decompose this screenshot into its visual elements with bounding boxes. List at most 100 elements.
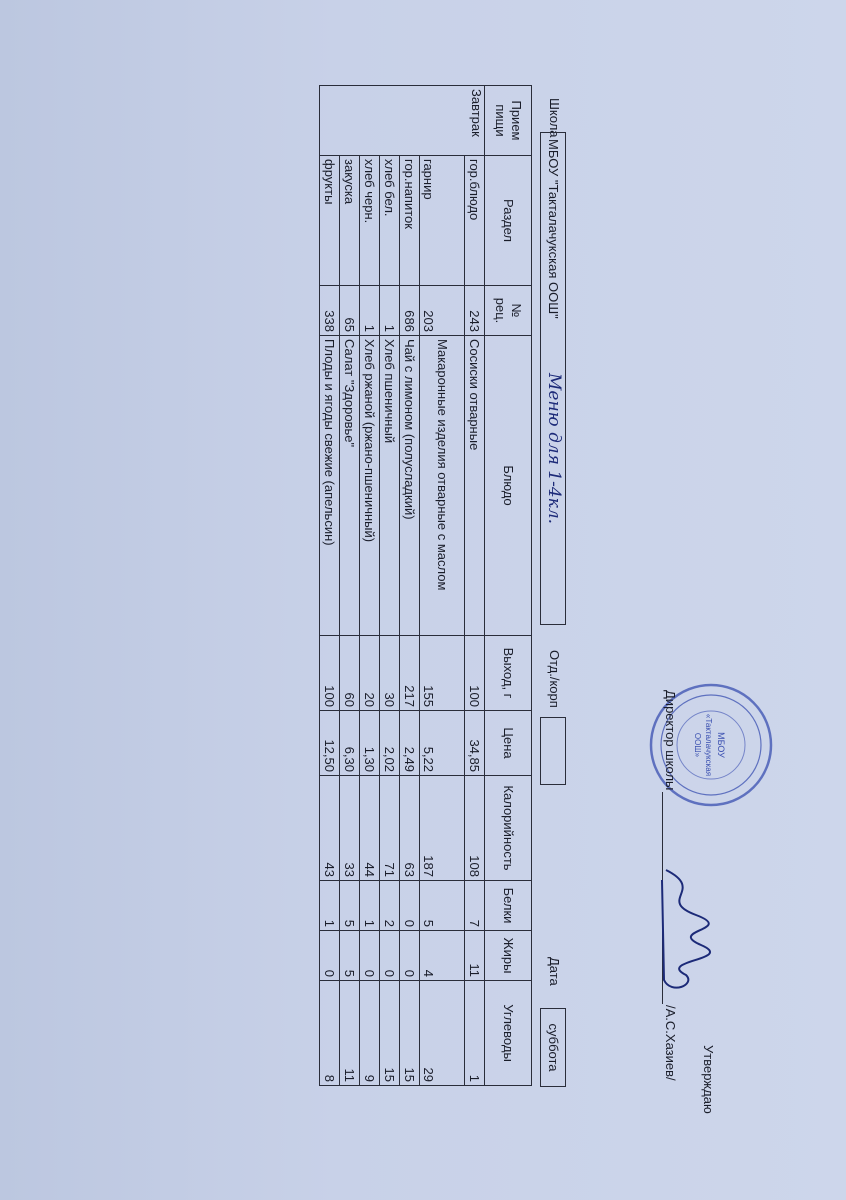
section-cell: гор.блюдо [464, 155, 485, 286]
yield-cell: 100 [464, 635, 485, 711]
column-header-recipe: № рец. [484, 285, 532, 336]
column-header-carbs: Углеводы [484, 980, 532, 1086]
director-signature [661, 869, 711, 989]
section-cell: гарнир [419, 155, 465, 286]
handwritten-title: Меню для 1-4кл. [544, 373, 564, 525]
svg-text:ООШ»: ООШ» [693, 733, 702, 758]
table-row: гарнир 203 Макаронные изделия отварные с м… [419, 86, 465, 1086]
dish-cell: Салат "Здоровье" [339, 335, 360, 636]
calories-cell: 63 [399, 775, 420, 881]
calories-cell: 44 [359, 775, 380, 881]
column-header-meal: Прием пищи [484, 85, 532, 156]
table-row: хлеб черн. 1 Хлеб ржаной (ржано-пшеничный)… [359, 86, 380, 1086]
calories-cell: 33 [339, 775, 360, 881]
menu-table: Прием пищи Раздел № рец. Блюдо Выход, г Цена К… [319, 85, 532, 1086]
section-cell: фрукты [319, 155, 340, 286]
fat-cell: 11 [464, 930, 485, 981]
table-row: Завтрак гор.блюдо 243 Сосиски отварные 100 34… [319, 85, 485, 1086]
fat-cell: 5 [339, 930, 360, 981]
svg-text:МБОУ: МБОУ [716, 732, 726, 758]
carbs-cell: 8 [319, 980, 340, 1086]
table-header-row: Прием пищи Раздел № рец. Блюдо Выход, г Цена К… [484, 85, 532, 1086]
price-cell: 2,02 [379, 710, 400, 776]
protein-cell: 1 [359, 880, 380, 931]
dish-cell: Хлеб пшеничный [379, 335, 400, 636]
approve-label: Утверждаю [701, 1045, 716, 1114]
director-position: Директор школы [663, 690, 678, 791]
fat-cell: 0 [359, 930, 380, 981]
carbs-cell: 29 [419, 980, 465, 1086]
protein-cell: 1 [319, 880, 340, 931]
protein-cell: 0 [399, 880, 420, 931]
svg-text:«Такталачукская: «Такталачукская [704, 714, 713, 776]
date-label: Дата [547, 957, 562, 986]
recipe-cell: 1 [359, 285, 380, 336]
dish-cell: Чай с лимоном (полусладкий) [399, 335, 420, 636]
carbs-cell: 15 [379, 980, 400, 1086]
column-header-protein: Белки [484, 880, 532, 931]
dish-cell: Плоды и ягоды свежие (апельсин) [319, 335, 340, 636]
dish-cell: Сосиски отварные [464, 335, 485, 636]
yield-cell: 155 [419, 635, 465, 711]
calories-cell: 43 [319, 775, 340, 881]
carbs-cell: 15 [399, 980, 420, 1086]
department-label: Отд./корп [547, 650, 562, 708]
fat-cell: 0 [399, 930, 420, 981]
table-row: гор.напиток 686 Чай с лимоном (полусладкий… [399, 86, 420, 1086]
column-header-dish: Блюдо [484, 335, 532, 636]
price-cell: 2,49 [399, 710, 420, 776]
date-field: суббота [540, 1008, 566, 1087]
table-row: закуска 65 Салат "Здоровье" 60 6,30 33 5 5 11 [339, 86, 360, 1086]
department-field [540, 717, 566, 785]
recipe-cell: 243 [464, 285, 485, 336]
recipe-cell: 203 [419, 285, 465, 336]
dish-cell: Хлеб ржаной (ржано-пшеничный) [359, 335, 380, 636]
column-header-calories: Калорийность [484, 775, 532, 881]
table-row: хлеб бел. 1 Хлеб пшеничный 30 2,02 71 2 0 15 [379, 86, 400, 1086]
section-cell: гор.напиток [399, 155, 420, 286]
yield-cell: 30 [379, 635, 400, 711]
protein-cell: 5 [339, 880, 360, 931]
recipe-cell: 1 [379, 285, 400, 336]
price-cell: 6,30 [339, 710, 360, 776]
protein-cell: 7 [464, 880, 485, 931]
column-header-yield: Выход, г [484, 635, 532, 711]
dish-cell: Макаронные изделия отварные с маслом [419, 335, 465, 636]
price-cell: 34,85 [464, 710, 485, 776]
calories-cell: 187 [419, 775, 465, 881]
school-name-field: МБОУ "Такталачукская ООШ" Меню для 1-4кл… [540, 132, 566, 625]
calories-cell: 71 [379, 775, 400, 881]
table-row: фрукты 338 Плоды и ягоды свежие (апельсин)… [319, 86, 340, 1086]
price-cell: 12,50 [319, 710, 340, 776]
fat-cell: 4 [419, 930, 465, 981]
director-name: /А.С.Хазиев/ [663, 1005, 678, 1081]
section-cell: хлеб бел. [379, 155, 400, 286]
school-stamp: МБОУ «Такталачукская ООШ» [649, 683, 773, 807]
fat-cell: 0 [319, 930, 340, 981]
yield-cell: 60 [339, 635, 360, 711]
price-cell: 5,22 [419, 710, 465, 776]
calories-cell: 108 [464, 775, 485, 881]
school-name: МБОУ "Такталачукская ООШ" [546, 139, 561, 319]
column-header-section: Раздел [484, 155, 532, 286]
column-header-price: Цена [484, 710, 532, 776]
protein-cell: 5 [419, 880, 465, 931]
yield-cell: 217 [399, 635, 420, 711]
recipe-cell: 65 [339, 285, 360, 336]
fat-cell: 0 [379, 930, 400, 981]
recipe-cell: 686 [399, 285, 420, 336]
carbs-cell: 11 [339, 980, 360, 1086]
meal-cell: Завтрак [319, 85, 485, 156]
recipe-cell: 338 [319, 285, 340, 336]
price-cell: 1,30 [359, 710, 380, 776]
column-header-fat: Жиры [484, 930, 532, 981]
section-cell: хлеб черн. [359, 155, 380, 286]
carbs-cell: 1 [464, 980, 485, 1086]
protein-cell: 2 [379, 880, 400, 931]
yield-cell: 20 [359, 635, 380, 711]
carbs-cell: 9 [359, 980, 380, 1086]
section-cell: закуска [339, 155, 360, 286]
yield-cell: 100 [319, 635, 340, 711]
